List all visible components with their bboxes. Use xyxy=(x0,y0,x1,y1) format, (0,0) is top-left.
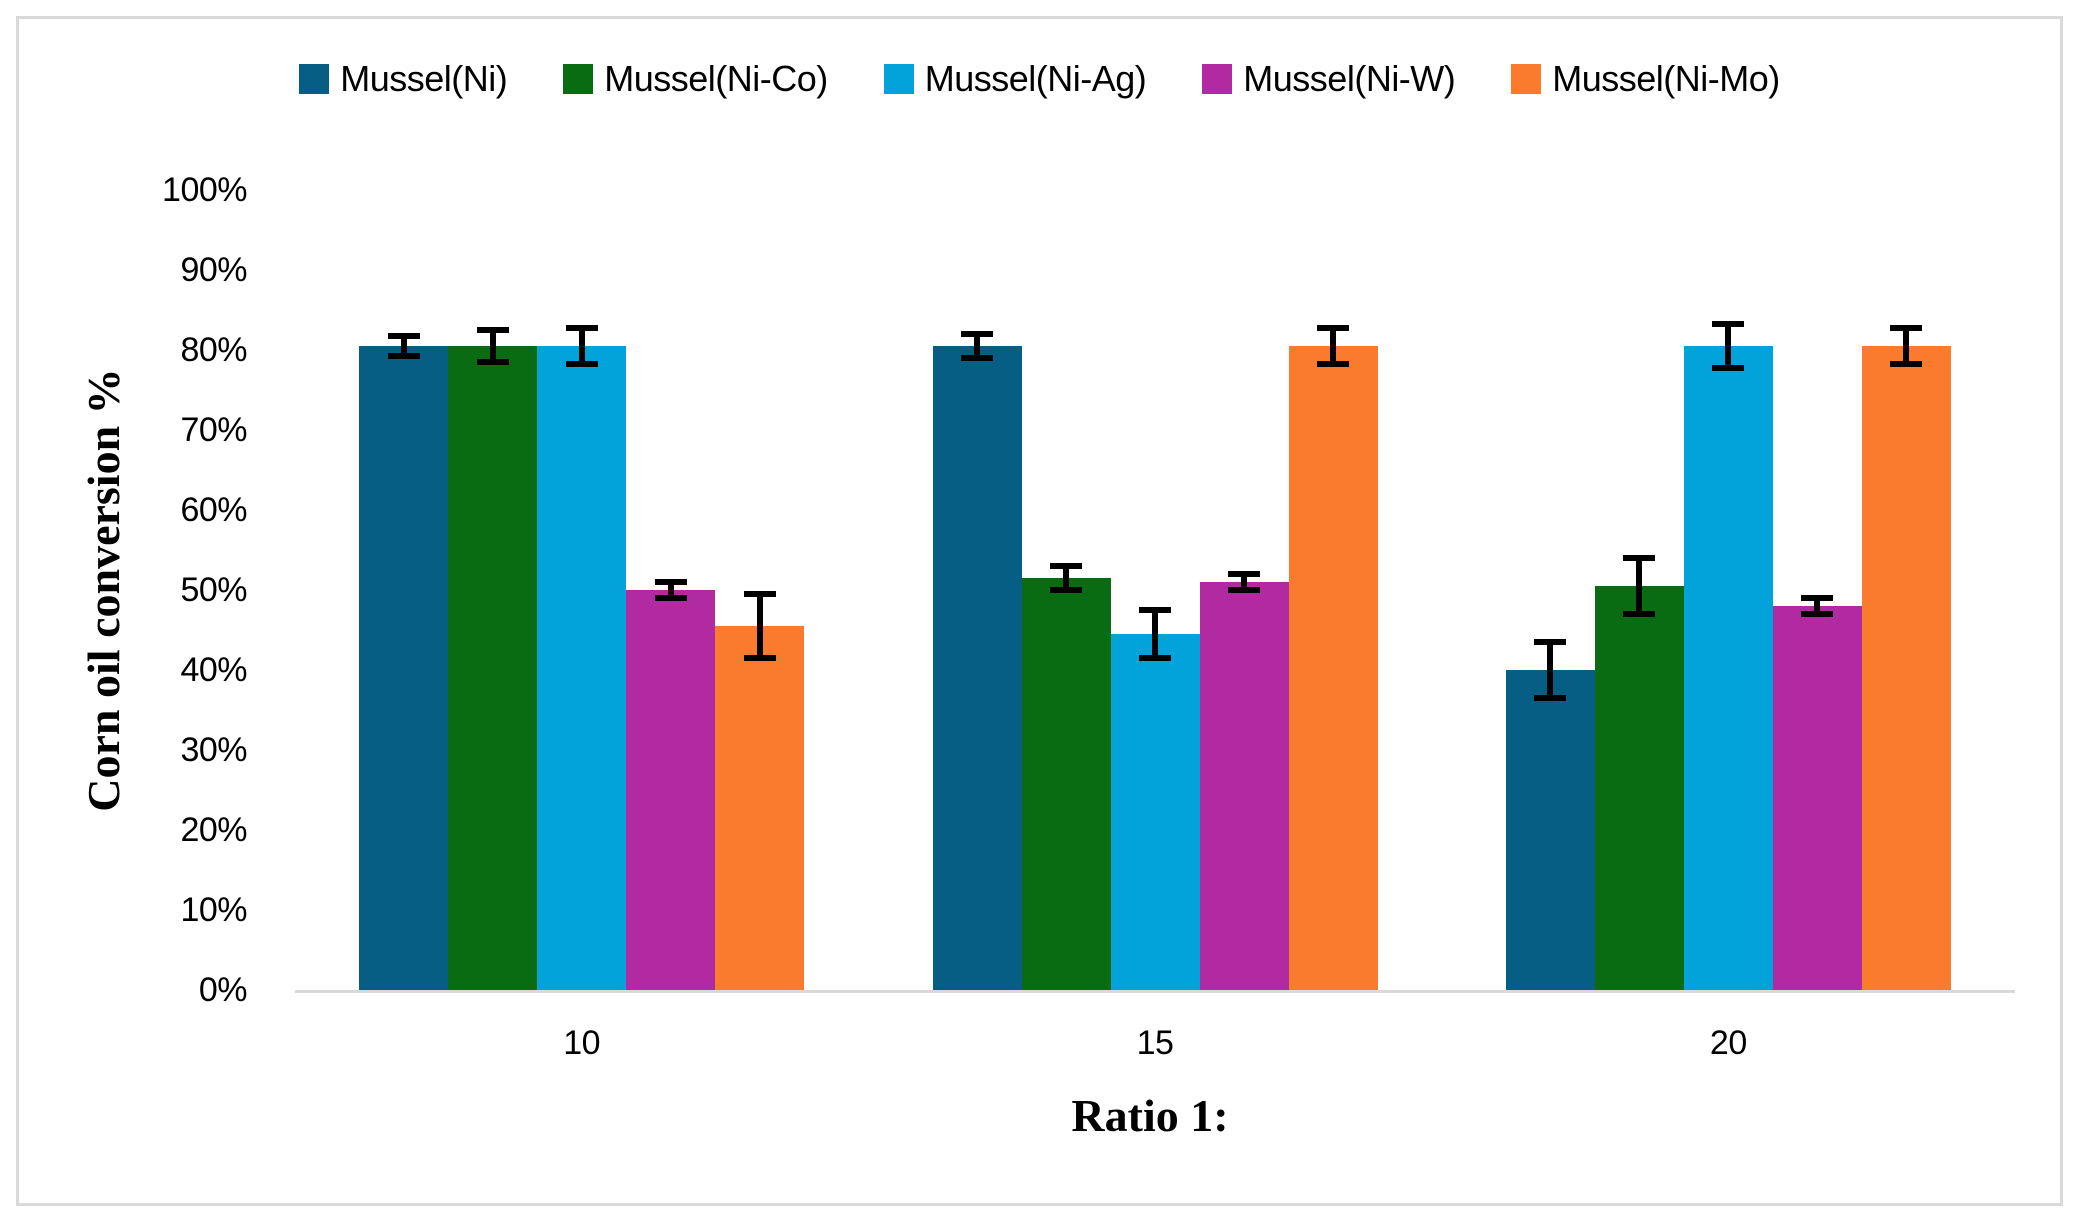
x-tick-label-15: 15 xyxy=(1136,1024,1174,1062)
bar-mussel(ni-mo)-ratio-20 xyxy=(1861,346,1951,990)
y-tick-label-60: 60% xyxy=(180,491,247,529)
error-bar-cap-bottom xyxy=(1623,611,1656,617)
y-tick-label-80: 80% xyxy=(180,331,247,369)
error-bar-cap-top xyxy=(1890,324,1923,331)
error-bar-cap-top xyxy=(476,327,509,333)
error-bar-line xyxy=(1636,558,1643,614)
error-bar-line xyxy=(1903,327,1910,365)
error-bar-cap-top xyxy=(1139,607,1171,613)
error-bar-line xyxy=(489,330,496,362)
error-bar-cap-top xyxy=(1050,563,1082,569)
error-bar-cap-bottom xyxy=(1228,587,1260,593)
legend-swatch-icon xyxy=(299,64,330,94)
error-bar-cap-top xyxy=(387,333,420,340)
error-bar-line xyxy=(974,334,980,358)
legend-swatch-icon xyxy=(883,64,914,94)
error-bar-cap-top xyxy=(1623,555,1656,561)
error-bar-cap-top xyxy=(565,325,598,332)
bar-mussel(ni-ag)-ratio-10 xyxy=(537,346,627,990)
error-bar-cap-top xyxy=(1534,639,1567,645)
legend-label: Mussel(Ni-Co) xyxy=(604,58,828,99)
legend-swatch-icon xyxy=(1202,64,1233,94)
error-bar-cap-bottom xyxy=(743,655,776,661)
error-bar-line xyxy=(1814,598,1821,614)
bar-mussel(ni-ag)-ratio-15 xyxy=(1110,634,1200,990)
y-tick-label-100: 100% xyxy=(162,171,247,209)
error-bar-cap-bottom xyxy=(1534,695,1567,701)
error-bar-cap-bottom xyxy=(387,352,420,359)
error-bar-line xyxy=(1063,566,1069,590)
error-bar-cap-top xyxy=(654,579,687,585)
y-tick-label-10: 10% xyxy=(180,891,247,929)
x-tick-label-10: 10 xyxy=(563,1024,601,1062)
legend-label: Mussel(Ni-W) xyxy=(1243,58,1456,99)
error-bar-cap-bottom xyxy=(654,595,687,601)
y-tick-label-0: 0% xyxy=(198,971,248,1009)
bar-mussel(ni-w)-ratio-15 xyxy=(1199,582,1289,990)
error-bar-cap-bottom xyxy=(476,359,509,365)
error-bar-line xyxy=(400,336,407,356)
bar-mussel(ni)-ratio-15 xyxy=(932,346,1022,990)
error-bar-cap-top xyxy=(1801,595,1834,601)
error-bar-cap-bottom xyxy=(1050,587,1082,593)
legend-item-mussel(ni-ag): Mussel(Ni-Ag) xyxy=(883,58,1147,100)
error-bar-line xyxy=(1547,642,1554,698)
legend-swatch-icon xyxy=(563,64,594,94)
error-bar-cap-bottom xyxy=(1317,360,1349,367)
legend-item-mussel(ni-co): Mussel(Ni-Co) xyxy=(563,58,828,100)
bar-mussel(ni)-ratio-10 xyxy=(359,346,449,990)
bar-mussel(ni)-ratio-20 xyxy=(1505,670,1595,990)
error-bar-cap-top xyxy=(961,331,993,337)
error-bar-cap-top xyxy=(743,591,776,597)
bar-mussel(ni-mo)-ratio-10 xyxy=(715,626,805,990)
error-bar-cap-top xyxy=(1317,325,1349,332)
chart-legend: Mussel(Ni) Mussel(Ni-Co) Mussel(Ni-Ag) Muss… xyxy=(0,58,2079,100)
legend-label: Mussel(Ni-Ag) xyxy=(924,58,1147,99)
legend-item-mussel(ni-w): Mussel(Ni-W) xyxy=(1202,58,1456,100)
bar-mussel(ni-co)-ratio-15 xyxy=(1021,578,1111,990)
legend-label: Mussel(Ni-Mo) xyxy=(1552,58,1780,99)
y-tick-label-40: 40% xyxy=(180,651,247,689)
legend-swatch-icon xyxy=(1511,64,1542,94)
bar-mussel(ni-mo)-ratio-15 xyxy=(1288,346,1378,990)
error-bar-cap-bottom xyxy=(565,360,598,367)
error-bar-cap-bottom xyxy=(1712,364,1745,371)
error-bar-line xyxy=(1330,328,1336,364)
error-bar-line xyxy=(1725,324,1732,368)
error-bar-line xyxy=(667,582,674,598)
bar-mussel(ni-co)-ratio-10 xyxy=(448,346,538,990)
legend-item-mussel(ni): Mussel(Ni) xyxy=(299,58,508,100)
bar-mussel(ni-w)-ratio-10 xyxy=(626,590,716,990)
bar-mussel(ni-w)-ratio-20 xyxy=(1772,606,1862,990)
y-tick-label-90: 90% xyxy=(180,251,247,289)
error-bar-cap-top xyxy=(1228,571,1260,577)
error-bar-cap-bottom xyxy=(1890,361,1923,368)
error-bar-line xyxy=(578,328,585,364)
error-bar-cap-bottom xyxy=(1139,655,1171,661)
error-bar-line xyxy=(1152,610,1158,658)
y-tick-label-20: 20% xyxy=(180,811,247,849)
y-tick-label-70: 70% xyxy=(180,411,247,449)
error-bar-cap-bottom xyxy=(961,355,993,361)
bar-mussel(ni-ag)-ratio-20 xyxy=(1683,346,1773,990)
y-tick-label-50: 50% xyxy=(180,571,247,609)
legend-label: Mussel(Ni) xyxy=(340,58,508,99)
x-axis-title: Ratio 1: xyxy=(1071,1090,1229,1141)
x-tick-label-20: 20 xyxy=(1709,1024,1747,1062)
error-bar-line xyxy=(756,594,763,658)
x-axis-line xyxy=(295,990,2015,993)
legend-item-mussel(ni-mo): Mussel(Ni-Mo) xyxy=(1511,58,1780,100)
error-bar-line xyxy=(1241,574,1247,590)
y-tick-label-30: 30% xyxy=(180,731,247,769)
bar-mussel(ni-co)-ratio-20 xyxy=(1594,586,1684,990)
error-bar-cap-bottom xyxy=(1801,611,1834,617)
error-bar-cap-top xyxy=(1712,321,1745,328)
